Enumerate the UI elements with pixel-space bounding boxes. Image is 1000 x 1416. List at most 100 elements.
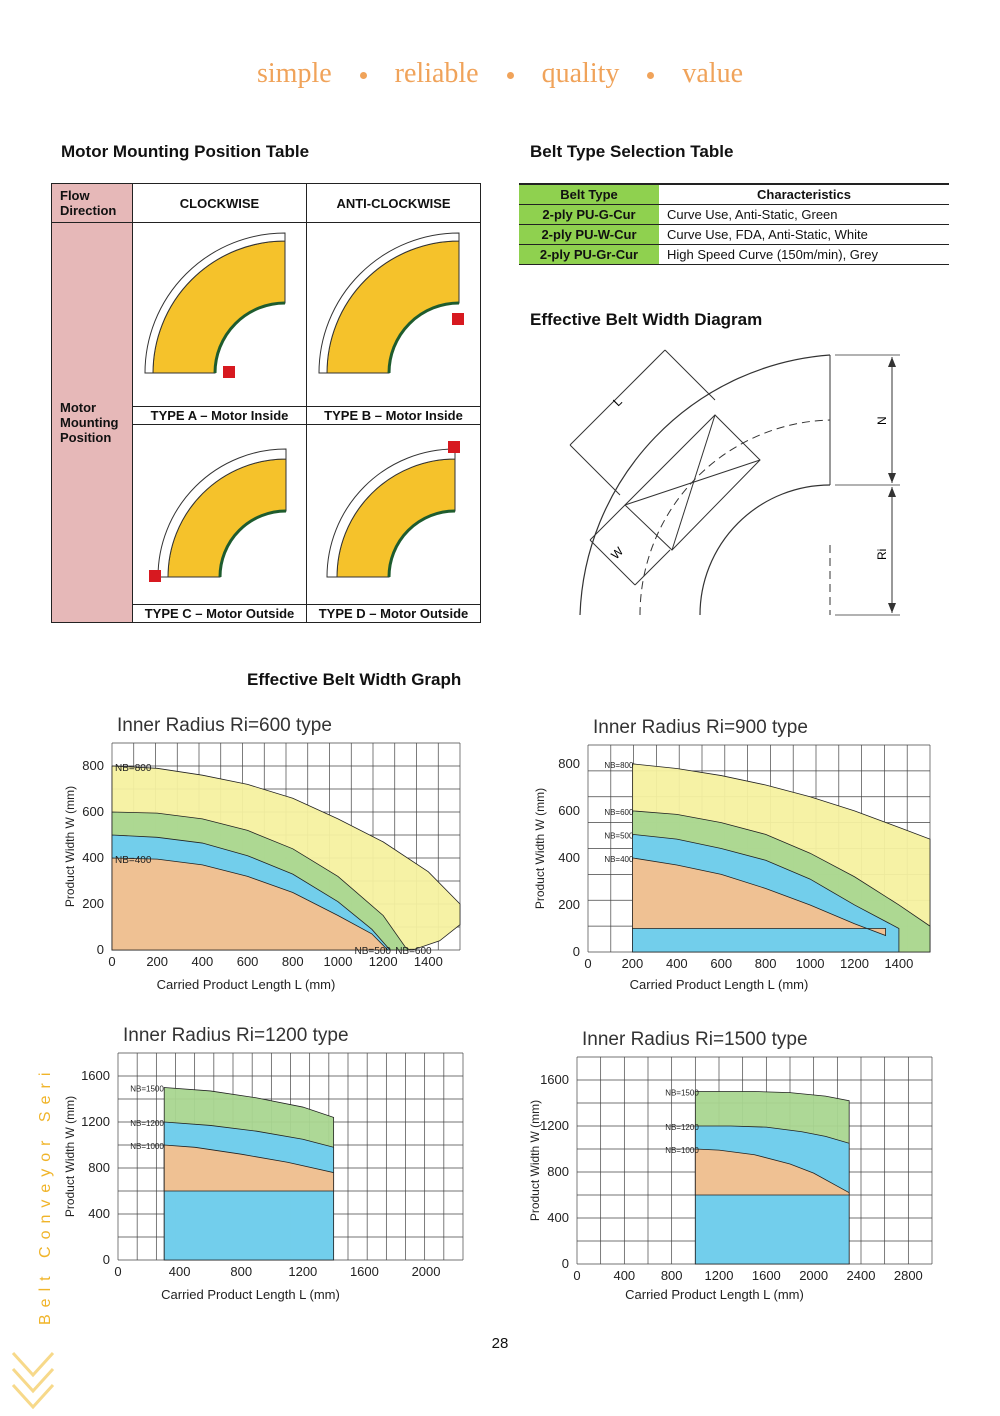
- x-tick-label: 400: [666, 956, 688, 971]
- y-tick-label: 1600: [540, 1072, 569, 1087]
- belt-type-cell: 2-ply PU-W-Cur: [519, 224, 659, 245]
- x-tick-label: 1000: [796, 956, 825, 971]
- belt-curve-type-d: [326, 441, 460, 578]
- type-d-caption: TYPE D – Motor Outside: [306, 604, 481, 623]
- belt-char-cell: High Speed Curve (150m/min), Grey: [659, 244, 949, 265]
- band-label: NB=800: [604, 761, 634, 770]
- belt-char-cell: Curve Use, FDA, Anti-Static, White: [659, 224, 949, 245]
- type-c-figure: [132, 424, 307, 605]
- x-tick-label: 800: [230, 1264, 252, 1279]
- tagline-word: reliable: [394, 58, 479, 89]
- chevron-down-icon: [8, 1345, 58, 1416]
- chart-ri-900: NB=400 NB=500 NB=600 NB=800 0 200 400 600 800 100…: [530, 705, 940, 1000]
- band-label: NB=1200: [130, 1119, 164, 1128]
- band-label: NB=400: [604, 855, 634, 864]
- belt-type-cell: 2-ply PU-Gr-Cur: [519, 244, 659, 265]
- belt-header-type: Belt Type: [519, 183, 659, 205]
- bullet-icon: [359, 72, 367, 80]
- y-axis-label: Product Width W (mm): [63, 786, 77, 907]
- chart-band: [111, 857, 389, 951]
- band-label: NB=600: [604, 808, 634, 817]
- motor-icon: [448, 441, 460, 453]
- x-axis-label: Carried Product Length L (mm): [161, 1287, 340, 1302]
- x-tick-label: 400: [613, 1268, 635, 1283]
- chart-title: Inner Radius Ri=900 type: [593, 717, 808, 738]
- tagline-word: value: [682, 58, 744, 89]
- flow-direction-label: Flow Direction: [51, 183, 133, 223]
- band-label: NB=1200: [665, 1123, 699, 1132]
- page-number: 28: [491, 1335, 509, 1352]
- belt-table-title: Belt Type Selection Table: [530, 142, 734, 161]
- y-axis-label: Product Width W (mm): [528, 1100, 542, 1221]
- y-tick-label: 400: [547, 1210, 569, 1225]
- y-axis-label: Product Width W (mm): [63, 1096, 77, 1217]
- x-tick-label: 0: [584, 956, 591, 971]
- type-b-figure: [306, 222, 481, 407]
- y-tick-label: 400: [82, 850, 104, 865]
- chart-title: Inner Radius Ri=1200 type: [123, 1025, 349, 1046]
- type-a-figure: [132, 222, 307, 407]
- motor-icon: [149, 570, 161, 582]
- y-tick-label: 0: [97, 942, 104, 957]
- diagram-title: Effective Belt Width Diagram: [530, 310, 763, 329]
- side-series-label: Belt Conveyor Series: [30, 1035, 58, 1330]
- belt-curve-type-b: [318, 232, 464, 374]
- bullet-icon: [647, 72, 655, 80]
- band-label: NB=1000: [130, 1142, 164, 1151]
- x-tick-label: 400: [192, 954, 214, 969]
- y-tick-label: 600: [82, 804, 104, 819]
- band-label: NB=400: [115, 855, 152, 866]
- y-tick-label: 800: [547, 1164, 569, 1179]
- y-tick-label: 0: [103, 1252, 110, 1267]
- motor-mounting-table: Flow Direction CLOCKWISE ANTI-CLOCKWISE …: [51, 183, 481, 623]
- belt-type-table: Belt Type Characteristics 2-ply PU-G-Cur…: [519, 183, 949, 265]
- col-clockwise: CLOCKWISE: [132, 183, 307, 223]
- x-axis-label: Carried Product Length L (mm): [157, 977, 336, 992]
- chart-ri-1200: NB=1000 NB=1200 NB=1500 0 400 800 1200 1600 2000…: [60, 1015, 470, 1310]
- y-tick-label: 1200: [81, 1114, 110, 1129]
- x-tick-label: 800: [755, 956, 777, 971]
- band-label: NB=500: [604, 831, 634, 840]
- chart-band: [632, 857, 886, 937]
- type-b-caption: TYPE B – Motor Inside: [306, 406, 481, 425]
- motor-table-title: Motor Mounting Position Table: [61, 142, 310, 161]
- x-tick-label: 1200: [369, 954, 398, 969]
- y-tick-label: 800: [558, 756, 580, 771]
- chart-title: Inner Radius Ri=1500 type: [582, 1029, 808, 1050]
- x-tick-label: 0: [573, 1268, 580, 1283]
- tagline-word: simple: [256, 58, 332, 89]
- x-tick-label: 200: [622, 956, 644, 971]
- x-tick-label: 1600: [350, 1264, 379, 1279]
- y-tick-label: 200: [82, 896, 104, 911]
- motor-position-label: Motor Mounting Position: [51, 222, 133, 623]
- x-tick-label: 2800: [894, 1268, 923, 1283]
- x-tick-label: 800: [661, 1268, 683, 1283]
- type-c-caption: TYPE C – Motor Outside: [132, 604, 307, 623]
- x-tick-label: 2000: [412, 1264, 441, 1279]
- motor-icon: [223, 366, 235, 378]
- band-label: NB=1500: [665, 1089, 699, 1098]
- x-tick-label: 2400: [847, 1268, 876, 1283]
- x-tick-label: 600: [710, 956, 732, 971]
- graph-title: Effective Belt Width Graph: [247, 670, 462, 689]
- x-tick-label: 200: [146, 954, 168, 969]
- side-label-text: Belt Conveyor Series: [37, 1070, 54, 1325]
- chart-svg: NB=400 NB=500 NB=600 NB=800 0 200 400 600 800 100…: [533, 717, 931, 992]
- x-tick-label: 0: [108, 954, 115, 969]
- y-tick-label: 800: [82, 758, 104, 773]
- y-axis-label: Product Width W (mm): [533, 788, 547, 909]
- band-label: NB=600: [395, 946, 432, 957]
- x-tick-label: 600: [237, 954, 259, 969]
- label-N: N: [875, 416, 889, 425]
- x-tick-label: 1600: [752, 1268, 781, 1283]
- tagline-word: quality: [541, 58, 620, 89]
- x-tick-label: 1400: [414, 954, 443, 969]
- chart-svg: NB=1000 NB=1200 NB=1500 0 400 800 1200 1600 2000…: [63, 1025, 464, 1302]
- x-tick-label: 2000: [799, 1268, 828, 1283]
- bullet-icon: [506, 72, 514, 80]
- label-Ri: Ri: [875, 549, 889, 560]
- belt-type-cell: 2-ply PU-G-Cur: [519, 204, 659, 225]
- label-W: W: [608, 544, 626, 562]
- chart-ri-600: NB=400 NB=500 NB=600 NB=800 0 200 400 600 800 100…: [60, 705, 470, 1000]
- y-tick-label: 1600: [81, 1068, 110, 1083]
